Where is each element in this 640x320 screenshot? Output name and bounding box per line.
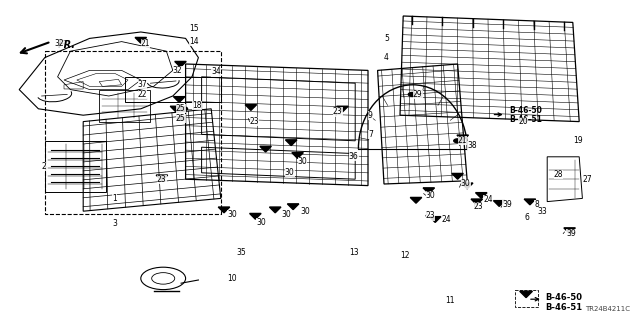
Text: 30: 30 — [256, 218, 266, 227]
Polygon shape — [135, 37, 147, 43]
Polygon shape — [292, 153, 303, 158]
Text: 5: 5 — [384, 34, 389, 43]
Text: 7: 7 — [368, 130, 373, 139]
Text: 32: 32 — [173, 66, 182, 75]
Text: 24: 24 — [442, 215, 451, 224]
Text: 23: 23 — [333, 108, 342, 116]
Text: 39: 39 — [566, 229, 576, 238]
Text: 27: 27 — [582, 175, 592, 184]
Text: 39: 39 — [502, 200, 512, 209]
Polygon shape — [493, 201, 505, 206]
Text: 30: 30 — [282, 210, 291, 219]
Polygon shape — [269, 207, 281, 213]
Bar — [125, 77, 221, 102]
Text: 2: 2 — [42, 162, 46, 171]
Text: 18: 18 — [192, 101, 202, 110]
Text: 9: 9 — [368, 111, 373, 120]
Circle shape — [408, 92, 416, 96]
Text: 14: 14 — [189, 37, 198, 46]
Polygon shape — [287, 204, 299, 210]
Text: 30: 30 — [285, 168, 294, 177]
Text: 37: 37 — [138, 80, 147, 89]
Text: 30: 30 — [227, 210, 237, 219]
Polygon shape — [471, 199, 483, 205]
Text: 32: 32 — [54, 39, 64, 48]
Polygon shape — [260, 146, 271, 152]
Polygon shape — [250, 213, 261, 219]
Text: B-46-50: B-46-50 — [509, 106, 541, 115]
Text: 30: 30 — [301, 207, 310, 216]
Text: 25: 25 — [176, 104, 186, 113]
Text: 10: 10 — [227, 274, 237, 283]
Polygon shape — [461, 183, 473, 189]
Text: 23: 23 — [250, 117, 259, 126]
Text: 34: 34 — [211, 68, 221, 76]
Polygon shape — [170, 106, 182, 112]
Circle shape — [177, 116, 185, 120]
Text: 29: 29 — [413, 90, 422, 99]
Text: 6: 6 — [525, 213, 530, 222]
Polygon shape — [156, 175, 168, 181]
Text: 22: 22 — [138, 90, 147, 99]
Text: 23: 23 — [474, 202, 483, 211]
Text: 25: 25 — [176, 114, 186, 123]
Polygon shape — [429, 217, 441, 222]
Text: 21: 21 — [458, 136, 467, 145]
Polygon shape — [457, 135, 468, 141]
Text: 30: 30 — [426, 191, 435, 200]
Text: 20: 20 — [518, 117, 528, 126]
Text: B-46-50: B-46-50 — [545, 293, 582, 302]
Text: 30: 30 — [298, 157, 307, 166]
Text: 28: 28 — [554, 170, 563, 179]
Polygon shape — [175, 61, 186, 67]
Polygon shape — [423, 188, 435, 194]
Text: 12: 12 — [400, 252, 410, 260]
Text: 36: 36 — [349, 152, 358, 161]
Text: 19: 19 — [573, 136, 582, 145]
Text: 23: 23 — [157, 175, 166, 184]
Text: 3: 3 — [112, 220, 117, 228]
Circle shape — [180, 107, 188, 111]
Polygon shape — [452, 173, 463, 179]
Text: 13: 13 — [349, 248, 358, 257]
Polygon shape — [245, 105, 257, 110]
Polygon shape — [524, 199, 536, 205]
Text: B-46-51: B-46-51 — [509, 116, 541, 124]
Text: 35: 35 — [237, 248, 246, 257]
Text: 38: 38 — [467, 141, 477, 150]
Text: 30: 30 — [461, 180, 470, 188]
Text: FR.: FR. — [58, 40, 76, 50]
Polygon shape — [520, 291, 532, 298]
Text: B-46-51: B-46-51 — [545, 303, 582, 312]
Text: 11: 11 — [445, 296, 454, 305]
Polygon shape — [410, 197, 422, 203]
Polygon shape — [476, 193, 487, 198]
Polygon shape — [337, 106, 348, 112]
Text: TR24B4211C: TR24B4211C — [586, 306, 630, 312]
Text: 15: 15 — [189, 24, 198, 33]
Text: 21: 21 — [141, 39, 150, 48]
Polygon shape — [173, 97, 185, 102]
Text: 24: 24 — [483, 196, 493, 204]
Text: 33: 33 — [538, 207, 547, 216]
Polygon shape — [285, 140, 297, 146]
Text: 8: 8 — [534, 200, 539, 209]
Bar — [45, 51, 221, 214]
Bar — [515, 290, 538, 307]
Text: 4: 4 — [384, 53, 389, 62]
Text: 23: 23 — [426, 212, 435, 220]
Polygon shape — [218, 207, 230, 213]
Polygon shape — [564, 228, 575, 234]
Circle shape — [454, 139, 461, 143]
Text: 1: 1 — [112, 194, 116, 203]
